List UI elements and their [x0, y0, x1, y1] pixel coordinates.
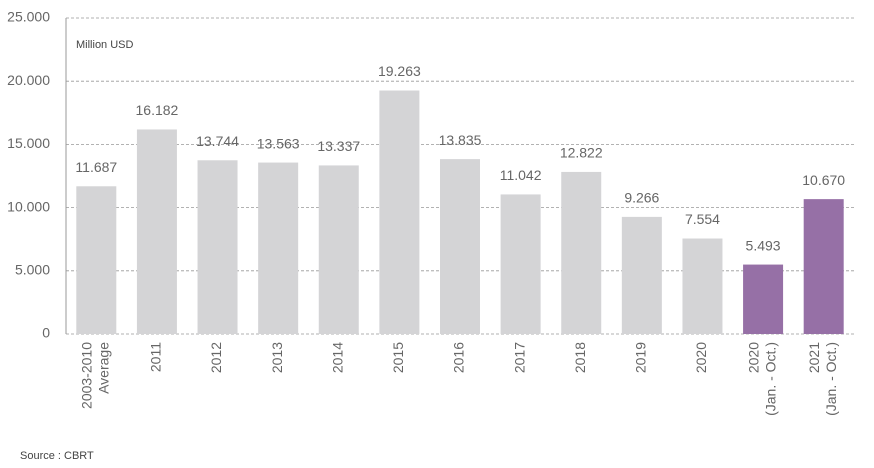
value-label: 12.822 [560, 145, 603, 161]
x-tick-label: 2003-2010 [79, 342, 95, 409]
unit-label: Million USD [76, 39, 134, 51]
bar [197, 160, 238, 334]
value-label: 13.563 [257, 135, 300, 151]
bar [500, 194, 541, 334]
value-label: 5.493 [746, 237, 781, 253]
x-tick-label: (Jan. - Oct.) [823, 342, 839, 416]
value-label: 13.337 [317, 138, 360, 154]
value-label: 11.687 [75, 159, 117, 175]
bar [743, 264, 784, 334]
x-tick-label: 2012 [208, 342, 224, 373]
value-label: 16.182 [136, 102, 179, 118]
value-label: 13.744 [196, 133, 239, 149]
x-tick-label: 2013 [269, 342, 285, 373]
x-tick-label: 2015 [390, 342, 406, 373]
value-label: 9.266 [624, 190, 659, 206]
y-tick-label: 25.000 [7, 9, 50, 25]
x-tick-label: 2018 [572, 342, 588, 373]
y-tick-label: 10.000 [7, 198, 50, 214]
bar [258, 162, 299, 334]
x-tick-label: 2020 [693, 342, 709, 373]
x-tick-label: 2011 [148, 342, 164, 372]
bar [318, 165, 359, 334]
bar [136, 129, 177, 334]
x-tick-label: (Jan. - Oct.) [762, 342, 778, 416]
bar [76, 186, 117, 334]
y-tick-label: 5.000 [15, 262, 50, 278]
bar [561, 171, 602, 334]
value-label: 19.263 [378, 63, 421, 79]
source: Source : CBRT [20, 450, 94, 462]
bar [803, 199, 844, 334]
value-label: 11.042 [500, 167, 542, 183]
bar [682, 238, 723, 334]
x-tick-label: Average [96, 342, 112, 394]
bar [440, 159, 480, 334]
y-tick-label: 0 [42, 325, 50, 341]
value-label: 13.835 [439, 132, 482, 148]
bar [379, 90, 420, 334]
x-tick-label: 2019 [633, 342, 649, 373]
bar [621, 216, 662, 334]
x-tick-label: 2020 [745, 342, 761, 373]
value-label: 7.554 [685, 211, 720, 227]
y-tick-label: 20.000 [7, 72, 50, 88]
x-tick-label: 2021 [806, 342, 822, 373]
value-label: 10.670 [802, 172, 845, 188]
x-tick-label: 2017 [511, 342, 527, 373]
x-tick-label: 2016 [451, 342, 467, 373]
x-tick-label: 2014 [329, 342, 345, 373]
y-tick-label: 15.000 [7, 135, 50, 151]
